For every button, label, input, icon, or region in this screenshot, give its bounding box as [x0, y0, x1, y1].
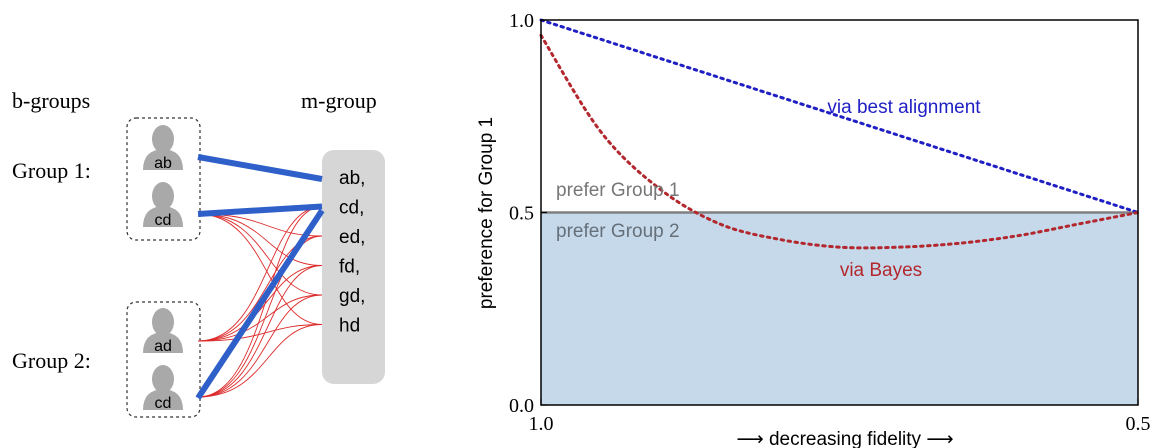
candidate-links [197, 206, 323, 398]
best-alignment-link [197, 203, 323, 217]
person-icon [143, 308, 183, 353]
best-alignment-link [197, 154, 323, 182]
preference-chart: 1.0 0.5 0.0 0.5 1.0 prefer Group 1 prefer Gr… [476, 10, 1151, 448]
candidate-link [197, 206, 323, 398]
person-icon [143, 182, 183, 227]
prefer-group-2-region [541, 212, 1138, 405]
assignment-diagram: b-groups m-group Group 1: Group 2: abcda… [12, 88, 385, 418]
person-icon [143, 125, 183, 170]
x-tick-label: 0.5 [1126, 413, 1151, 435]
person-icon [143, 365, 183, 410]
series-line-0 [539, 18, 1140, 214]
prefer-group-1-annotation: prefer Group 1 [556, 180, 680, 201]
candidate-link [197, 324, 323, 398]
m-group-item: cd, [339, 198, 364, 219]
series-label-bayes: via Bayes [840, 260, 922, 281]
series-line-1 [539, 33, 1140, 250]
m-group-item: hd [339, 316, 360, 337]
m-group-item: ab, [339, 168, 365, 189]
candidate-link [197, 294, 323, 398]
y-axis-label: preference for Group 1 [476, 117, 497, 309]
group1-label: Group 1: [12, 158, 91, 183]
m-group-box [322, 150, 385, 384]
member-group2-0: ad [143, 308, 183, 355]
ticks: 1.0 0.5 0.0 0.5 1.0 [509, 10, 1151, 435]
best-alignment-link [195, 208, 325, 400]
member-label: ad [154, 338, 172, 355]
member-group2-1: cd [143, 365, 183, 412]
members: ab cd ad cd [143, 125, 183, 412]
y-tick-label: 0.5 [509, 203, 534, 225]
group1-box [126, 117, 201, 241]
x-axis-label: ⟶ decreasing fidelity ⟶ [736, 429, 953, 448]
candidate-link [197, 206, 323, 342]
m-group-item: gd, [339, 286, 365, 307]
series [539, 18, 1140, 250]
prefer-group-2-annotation: prefer Group 2 [556, 221, 680, 242]
member-group1-1: cd [143, 182, 183, 229]
m-group-label: m-group [301, 88, 377, 113]
m-group-item: ed, [339, 227, 365, 248]
best-alignment-links [195, 154, 325, 400]
m-group-items: ab, cd, ed, fd, gd, hd [339, 168, 365, 337]
member-group1-0: ab [143, 125, 183, 172]
candidate-link [197, 324, 323, 342]
m-group-item: fd, [339, 257, 360, 278]
b-groups-label: b-groups [12, 88, 90, 113]
x-tick-label: 1.0 [529, 413, 554, 435]
member-label: ab [154, 155, 172, 172]
member-label: cd [155, 212, 172, 229]
group2-label: Group 2: [12, 348, 91, 373]
y-tick-label: 0.0 [509, 395, 534, 417]
member-label: cd [155, 395, 172, 412]
candidate-link [197, 213, 323, 296]
y-tick-label: 1.0 [509, 10, 534, 32]
candidate-link [197, 294, 323, 342]
series-label-best-alignment: via best alignment [827, 97, 981, 118]
candidate-link [197, 213, 323, 325]
candidate-link [197, 213, 323, 266]
candidate-link [197, 265, 323, 342]
candidate-link [197, 265, 323, 398]
